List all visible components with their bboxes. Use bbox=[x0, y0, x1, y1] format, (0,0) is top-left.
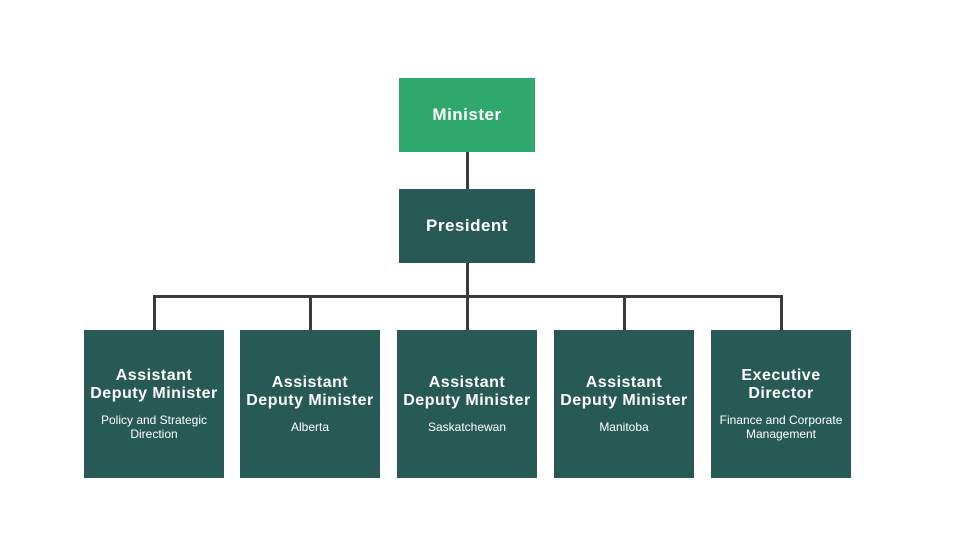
node-adm-sask: Assistant Deputy Minister Saskatchewan bbox=[397, 330, 537, 478]
node-adm-policy-title: Assistant Deputy Minister bbox=[90, 367, 218, 403]
node-president-title: President bbox=[426, 216, 508, 236]
node-minister: Minister bbox=[399, 78, 535, 152]
node-adm-sask-subtitle: Saskatchewan bbox=[428, 420, 506, 434]
connector-child-2 bbox=[309, 296, 312, 330]
connector-president-down bbox=[466, 263, 469, 296]
connector-child-4 bbox=[623, 296, 626, 330]
node-adm-sask-title: Assistant Deputy Minister bbox=[403, 374, 531, 410]
node-minister-title: Minister bbox=[432, 105, 501, 125]
node-adm-alberta-subtitle: Alberta bbox=[291, 420, 329, 434]
connector-child-5 bbox=[780, 296, 783, 330]
node-president: President bbox=[399, 189, 535, 263]
connector-child-1 bbox=[153, 296, 156, 330]
node-adm-policy-subtitle: Policy and Strategic Direction bbox=[90, 413, 218, 441]
node-exec-director: Executive Director Finance and Corporate… bbox=[711, 330, 851, 478]
node-exec-director-title: Executive Director bbox=[717, 367, 845, 403]
connector-child-3 bbox=[466, 296, 469, 330]
node-exec-director-subtitle: Finance and Corporate Management bbox=[717, 413, 845, 441]
node-adm-alberta-title: Assistant Deputy Minister bbox=[246, 374, 374, 410]
node-adm-alberta: Assistant Deputy Minister Alberta bbox=[240, 330, 380, 478]
node-adm-manitoba: Assistant Deputy Minister Manitoba bbox=[554, 330, 694, 478]
node-adm-manitoba-title: Assistant Deputy Minister bbox=[560, 374, 688, 410]
connector-minister-president bbox=[466, 152, 469, 189]
node-adm-policy: Assistant Deputy Minister Policy and Str… bbox=[84, 330, 224, 478]
node-adm-manitoba-subtitle: Manitoba bbox=[599, 420, 648, 434]
